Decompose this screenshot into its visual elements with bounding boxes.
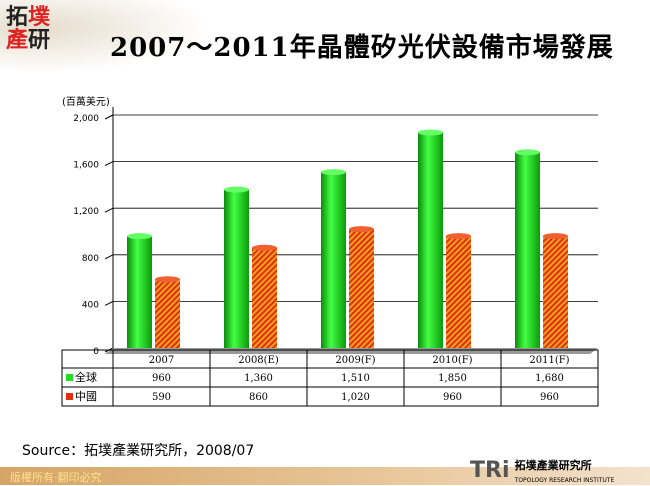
category-label: 2007 bbox=[149, 355, 174, 366]
copyright: 版權所有‧翻印必究 bbox=[10, 471, 102, 484]
bar-top bbox=[543, 233, 568, 240]
bar-top bbox=[155, 276, 180, 283]
y-tick-label: 800 bbox=[82, 254, 99, 264]
bar-china bbox=[543, 236, 568, 348]
data-label: 590 bbox=[152, 392, 171, 403]
header-background bbox=[0, 0, 200, 70]
data-table bbox=[61, 349, 599, 407]
bar-china bbox=[252, 247, 277, 348]
brand-cn: 拓墣產業研究所 bbox=[514, 459, 592, 472]
data-label: 960 bbox=[152, 373, 171, 384]
data-label: 1,510 bbox=[341, 373, 370, 384]
y-tick-label: 1,200 bbox=[73, 207, 99, 217]
category-label: 2011(F) bbox=[529, 355, 569, 366]
y-tick-label: 400 bbox=[82, 300, 99, 310]
gridline-side bbox=[104, 254, 114, 260]
bar-global bbox=[127, 236, 152, 348]
legend-label: 中國 bbox=[75, 390, 97, 403]
bar-global bbox=[224, 189, 249, 348]
source-note: Source：拓墣產業研究所，2008/07 bbox=[22, 443, 255, 459]
bar-top bbox=[446, 233, 471, 240]
data-label: 860 bbox=[249, 392, 268, 403]
gridline-side bbox=[104, 300, 114, 306]
data-label: 1,360 bbox=[244, 373, 273, 384]
gridline-side bbox=[104, 161, 114, 167]
data-label: 960 bbox=[540, 392, 559, 403]
y-tick-label: 2,000 bbox=[73, 114, 99, 124]
bar-top bbox=[418, 129, 443, 136]
data-label: 960 bbox=[443, 392, 462, 403]
category-label: 2009(F) bbox=[335, 355, 375, 366]
category-label: 2010(F) bbox=[432, 355, 472, 366]
page-title: 2007～2011年晶體矽光伏設備市場發展 bbox=[110, 33, 614, 63]
tri-logo: TRi 拓墣產業研究所 TOPOLOGY RESEARCH INSTITUTE bbox=[470, 458, 614, 486]
bar-top bbox=[349, 226, 374, 233]
bar-top bbox=[321, 169, 346, 176]
logo: 拓墣 產研 bbox=[6, 5, 51, 53]
y-tick-label: 0 bbox=[93, 347, 99, 357]
bar-top bbox=[224, 186, 249, 193]
bar-top bbox=[515, 149, 540, 156]
brand-en: TOPOLOGY RESEARCH INSTITUTE bbox=[514, 477, 615, 484]
bar-china bbox=[155, 279, 180, 348]
bar-global bbox=[418, 132, 443, 348]
y-tick-label: 1,600 bbox=[73, 161, 99, 171]
chart-floor bbox=[105, 348, 598, 354]
legend-swatch bbox=[66, 393, 73, 400]
gridline-side bbox=[104, 207, 114, 213]
legend-swatch bbox=[66, 374, 73, 381]
brand: TRi bbox=[470, 458, 510, 483]
category-label: 2008(E) bbox=[238, 355, 279, 366]
footer-bar bbox=[0, 467, 650, 485]
bar-top bbox=[252, 244, 277, 251]
data-label: 1,680 bbox=[535, 373, 564, 384]
gridline-side bbox=[104, 114, 114, 120]
data-label: 1,020 bbox=[341, 392, 370, 403]
bar-china bbox=[349, 229, 374, 348]
legend-label: 全球 bbox=[75, 370, 97, 384]
y-axis-label: (百萬美元) bbox=[62, 97, 110, 108]
bar-china bbox=[446, 236, 471, 348]
bar-global bbox=[321, 172, 346, 348]
data-label: 1,850 bbox=[438, 373, 467, 384]
bar-top bbox=[127, 233, 152, 240]
bar-global bbox=[515, 152, 540, 348]
